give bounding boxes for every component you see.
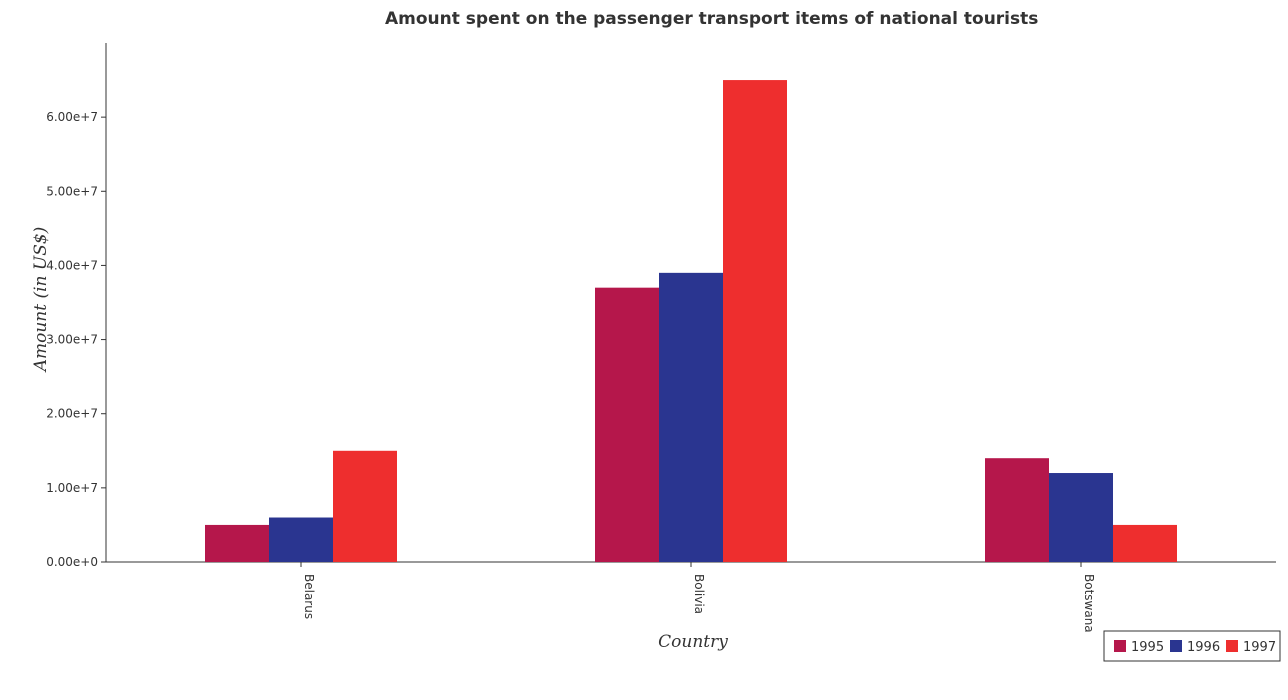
legend-box (1103, 630, 1281, 662)
bar-bolivia-1996 (659, 272, 723, 562)
legend-label-1996: 1996 (1187, 640, 1220, 655)
legend-swatch-1997 (1226, 640, 1238, 652)
x-axis-label: Country (658, 632, 728, 652)
x-tick-label: Bolivia (692, 574, 706, 614)
x-tick-label: Belarus (302, 574, 316, 619)
legend-label-1997: 1997 (1243, 640, 1276, 655)
bar-bolivia-1995 (595, 287, 659, 562)
legend: 1995 1996 1997 (1103, 630, 1281, 662)
bar-botswana-1997 (1113, 524, 1177, 562)
bar-bolivia-1997 (723, 80, 787, 563)
bar-botswana-1996 (1049, 473, 1113, 562)
bar-belarus-1995 (205, 524, 269, 562)
legend-swatch-1995 (1114, 640, 1126, 652)
x-tick-label: Botswana (1082, 574, 1096, 633)
y-tick-label: 3.00e+7 (46, 333, 98, 347)
y-tick-label: 2.00e+7 (46, 407, 98, 421)
y-tick-label: 4.00e+7 (46, 258, 98, 272)
y-tick-label: 5.00e+7 (46, 184, 98, 198)
legend-swatch-1996 (1170, 640, 1182, 652)
y-tick-label: 0.00e+0 (46, 555, 98, 569)
y-tick-label: 1.00e+7 (46, 481, 98, 495)
legend-label-1995: 1995 (1131, 640, 1164, 655)
y-axis-label: Amount (in US$) (31, 227, 51, 374)
plot-area: 0.00e+0 1.00e+7 2.00e+7 3.00e+7 4.00e+7 5.00e… (46, 43, 1276, 633)
bar-belarus-1997 (333, 450, 397, 562)
bar-botswana-1995 (985, 458, 1049, 562)
y-tick-label: 6.00e+7 (46, 110, 98, 124)
chart-title: Amount spent on the passenger transport … (385, 9, 1038, 29)
bar-belarus-1996 (269, 517, 333, 562)
